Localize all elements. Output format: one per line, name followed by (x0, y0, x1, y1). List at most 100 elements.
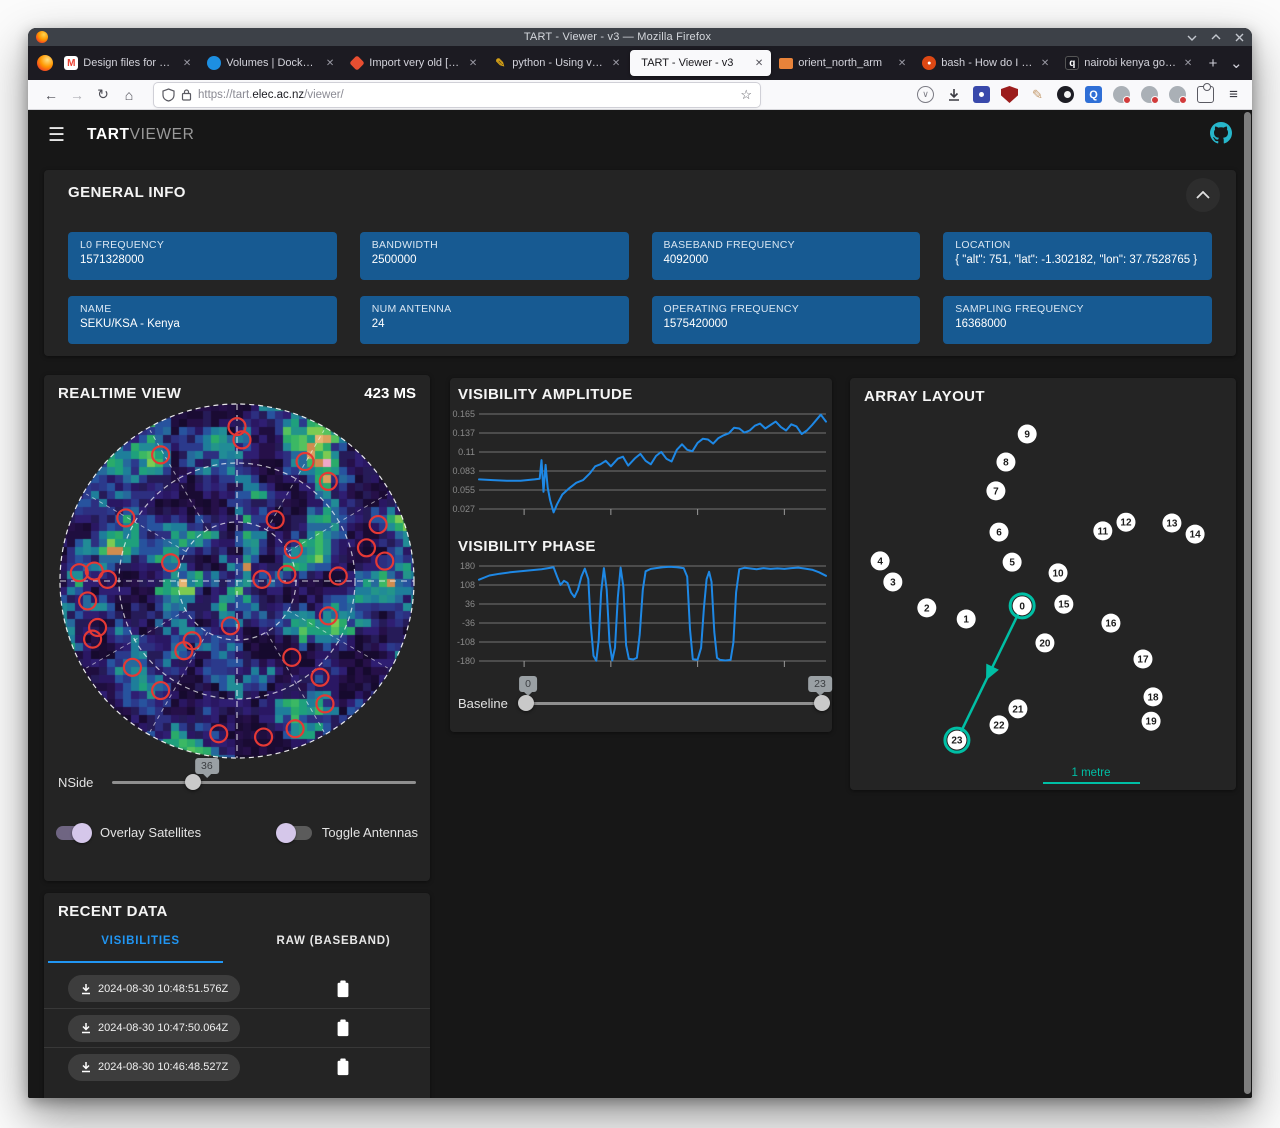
browser-tab[interactable]: q nairobi kenya googl ✕ (1059, 50, 1200, 76)
antenna-dot[interactable] (1133, 649, 1153, 669)
url-text[interactable]: https://tart.elec.ac.nz/viewer/ (198, 88, 344, 101)
antenna-marker[interactable]: 12 (1116, 512, 1136, 532)
nside-slider[interactable] (112, 774, 416, 790)
tab-close-icon[interactable]: ✕ (182, 57, 192, 69)
tab-close-icon[interactable]: ✕ (325, 57, 335, 69)
pocket-icon[interactable]: ∨ (917, 86, 934, 103)
antenna-dot[interactable] (956, 609, 976, 629)
list-tabs-button[interactable]: ⌄ (1230, 55, 1243, 72)
antenna-marker[interactable]: 1 (956, 609, 976, 629)
antenna-dot[interactable] (989, 522, 1009, 542)
antenna-dot[interactable] (1012, 596, 1032, 616)
app-menu-icon[interactable]: ☰ (48, 124, 66, 146)
antenna-dot[interactable] (1054, 594, 1074, 614)
antenna-marker[interactable]: 4 (870, 551, 890, 571)
overlay-satellites-toggle[interactable] (56, 822, 92, 843)
download-data-chip[interactable]: 2024-08-30 10:47:50.064Z (68, 1014, 241, 1042)
github-link[interactable] (1210, 121, 1232, 149)
minimize-button[interactable] (1187, 33, 1197, 42)
url-bar[interactable]: https://tart.elec.ac.nz/viewer/ ☆ (154, 82, 760, 107)
tab-close-icon[interactable]: ✕ (1040, 57, 1050, 69)
tab-close-icon[interactable]: ✕ (611, 57, 621, 69)
browser-tab[interactable]: Import very old [Gra ✕ (344, 50, 485, 76)
download-data-chip[interactable]: 2024-08-30 10:46:48.527Z (68, 1053, 241, 1081)
copy-to-clipboard-button[interactable] (328, 1052, 358, 1082)
maximize-button[interactable] (1211, 33, 1221, 42)
antenna-dot[interactable] (947, 730, 967, 750)
browser-tab[interactable]: Volumes | Docker D ✕ (201, 50, 342, 76)
antenna-dot[interactable] (883, 572, 903, 592)
browser-tab[interactable]: orient_north_arm ✕ (773, 50, 914, 76)
tab-close-icon[interactable]: ✕ (1183, 57, 1193, 69)
tab-close-icon[interactable]: ✕ (897, 57, 907, 69)
antenna-dot[interactable] (917, 598, 937, 618)
antenna-dot[interactable] (1093, 521, 1113, 541)
synthesized-sky-image[interactable] (59, 403, 415, 759)
downloads-icon[interactable] (945, 86, 962, 103)
antenna-marker[interactable]: 14 (1185, 524, 1205, 544)
reload-button[interactable]: ↻ (97, 86, 109, 102)
antenna-dot[interactable] (1048, 563, 1068, 583)
antenna-marker[interactable]: 13 (1162, 513, 1182, 533)
antenna-marker[interactable]: 21 (1008, 699, 1028, 719)
page-scrollbar[interactable] (1244, 112, 1251, 1094)
collapse-button[interactable] (1186, 178, 1220, 212)
browser-tab[interactable]: TART - Viewer - v3 ✕ (630, 50, 772, 76)
antenna-marker[interactable]: 22 (989, 715, 1009, 735)
antenna-dot[interactable] (1017, 424, 1037, 444)
bookmark-star-icon[interactable]: ☆ (740, 86, 752, 102)
baseline-min-thumb[interactable] (518, 695, 534, 711)
shield-icon[interactable] (162, 87, 175, 102)
antenna-dot[interactable] (1185, 524, 1205, 544)
dark-reader-icon[interactable] (1057, 86, 1074, 103)
browser-tab[interactable]: ✎ python - Using virtu ✕ (487, 50, 628, 76)
copy-to-clipboard-button[interactable] (328, 974, 358, 1004)
antenna-dot[interactable] (1143, 687, 1163, 707)
tab-close-icon[interactable]: ✕ (754, 57, 764, 69)
antenna-dot[interactable] (996, 452, 1016, 472)
tab-visibilities[interactable]: VISIBILITIES (101, 935, 180, 947)
antenna-marker[interactable]: 7 (986, 481, 1006, 501)
antenna-marker[interactable]: 10 (1048, 563, 1068, 583)
antenna-marker[interactable]: 5 (1002, 552, 1022, 572)
antenna-dot[interactable] (870, 551, 890, 571)
baseline-max-thumb[interactable] (814, 695, 830, 711)
antenna-dot[interactable] (1101, 613, 1121, 633)
close-button[interactable] (1235, 33, 1244, 42)
antenna-marker[interactable]: 16 (1101, 613, 1121, 633)
antenna-marker[interactable]: 3 (883, 572, 903, 592)
antenna-marker[interactable]: 18 (1143, 687, 1163, 707)
extension-1-icon[interactable] (1113, 86, 1131, 104)
antenna-marker[interactable]: 11 (1093, 521, 1113, 541)
antenna-dot[interactable] (1035, 633, 1055, 653)
antenna-dot[interactable] (1116, 512, 1136, 532)
antenna-marker[interactable]: 6 (989, 522, 1009, 542)
password-manager-icon[interactable] (973, 86, 990, 103)
browser-tab[interactable]: M Design files for an u ✕ (58, 50, 199, 76)
tab-close-icon[interactable]: ✕ (468, 57, 478, 69)
forward-button[interactable]: → (70, 86, 84, 103)
antenna-marker[interactable]: 9 (1017, 424, 1037, 444)
extension-2-icon[interactable] (1141, 86, 1159, 104)
ublock-origin-icon[interactable] (1001, 86, 1018, 103)
browser-tab[interactable]: ● bash - How do I mo ✕ (916, 50, 1057, 76)
antenna-dot[interactable] (989, 715, 1009, 735)
extension-3-icon[interactable] (1169, 86, 1187, 104)
antenna-dot[interactable] (1002, 552, 1022, 572)
tab-raw-baseband[interactable]: RAW (BASEBAND) (276, 935, 391, 947)
back-button[interactable]: ← (44, 86, 58, 103)
antenna-marker[interactable]: 0 (1008, 592, 1036, 620)
extensions-icon[interactable] (1197, 83, 1214, 103)
home-button[interactable]: ⌂ (124, 86, 134, 103)
antenna-marker[interactable]: 20 (1035, 633, 1055, 653)
firefox-view-button[interactable] (32, 50, 57, 76)
new-tab-button[interactable]: + (1208, 54, 1218, 72)
antenna-marker[interactable]: 23 (943, 726, 971, 754)
antenna-marker[interactable]: 19 (1141, 711, 1161, 731)
antenna-dot[interactable] (1008, 699, 1028, 719)
copy-to-clipboard-button[interactable] (328, 1013, 358, 1043)
antenna-dot[interactable] (1141, 711, 1161, 731)
annotation-pen-icon[interactable]: ✎ (1032, 86, 1043, 102)
baseline-range-slider[interactable] (518, 695, 830, 711)
